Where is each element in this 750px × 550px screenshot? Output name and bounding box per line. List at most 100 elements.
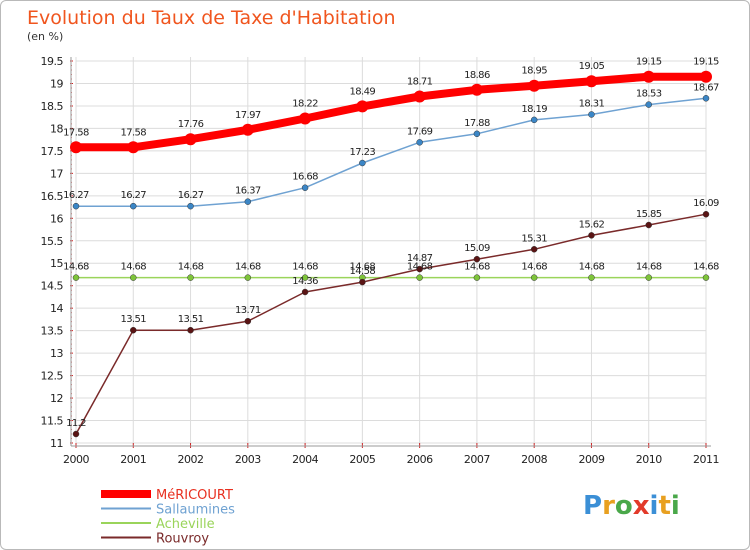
data-label: 16.68 xyxy=(292,172,318,183)
legend-label: Acheville xyxy=(156,517,215,532)
data-point xyxy=(416,274,423,281)
data-label: 16.37 xyxy=(235,186,261,197)
data-label: 15.85 xyxy=(636,209,662,220)
chart-unit-label: (en %) xyxy=(27,30,64,43)
proxiti-logo: Proxiti xyxy=(583,491,680,521)
data-label: 19.15 xyxy=(636,57,662,68)
data-label: 17.69 xyxy=(407,126,433,137)
data-label: 15.31 xyxy=(521,233,547,244)
data-point xyxy=(473,255,481,263)
data-point xyxy=(359,278,366,286)
data-label: 13.71 xyxy=(235,305,261,316)
y-tick-label: 12 xyxy=(50,392,63,405)
x-tick-label: 2001 xyxy=(120,453,146,466)
data-point xyxy=(528,79,541,92)
y-tick-label: 19 xyxy=(50,77,63,90)
data-point xyxy=(356,100,369,113)
data-label: 17.58 xyxy=(120,127,146,138)
x-tick-label: 2007 xyxy=(464,453,490,466)
data-label: 16.27 xyxy=(178,190,204,201)
y-tick-label: 17.5 xyxy=(41,145,64,158)
y-tick-label: 15 xyxy=(50,257,63,270)
data-point xyxy=(702,274,710,281)
y-tick-label: 17 xyxy=(50,167,63,180)
legend-label: MéRICOURT xyxy=(156,488,233,503)
data-label: 14.68 xyxy=(350,262,376,273)
data-point xyxy=(588,274,595,281)
data-point xyxy=(416,139,423,146)
data-point xyxy=(127,141,140,154)
data-point xyxy=(645,274,652,281)
data-point xyxy=(72,274,80,281)
data-point xyxy=(187,326,194,334)
data-point xyxy=(301,274,309,281)
data-point xyxy=(359,159,366,167)
data-label: 15.62 xyxy=(579,219,605,230)
y-tick-label: 15.5 xyxy=(41,235,64,248)
data-label: 11.2 xyxy=(66,418,86,429)
logo-letter: i xyxy=(670,491,680,521)
data-point xyxy=(72,430,80,438)
data-point xyxy=(416,265,423,273)
data-label: 17.97 xyxy=(235,110,261,121)
data-label: 14.68 xyxy=(636,262,662,273)
data-label: 19.05 xyxy=(579,61,605,72)
data-point xyxy=(588,111,595,118)
data-label: 17.76 xyxy=(178,119,204,130)
logo-letter: P xyxy=(583,491,603,521)
data-label: 18.67 xyxy=(693,82,719,93)
data-point xyxy=(645,221,652,229)
data-point xyxy=(72,202,80,210)
x-tick-label: 2011 xyxy=(693,453,719,466)
data-label: 18.31 xyxy=(579,98,605,109)
data-label: 14.68 xyxy=(579,262,605,273)
plot-area xyxy=(76,57,706,443)
data-point xyxy=(184,133,197,146)
data-label: 14.68 xyxy=(407,262,433,273)
data-label: 14.68 xyxy=(693,262,719,273)
x-tick-label: 2009 xyxy=(578,453,604,466)
data-label: 18.22 xyxy=(292,99,318,110)
y-tick-label: 18 xyxy=(50,122,63,135)
data-label: 14.68 xyxy=(235,262,261,273)
x-tick-label: 2006 xyxy=(407,453,433,466)
legend-label: Sallaumines xyxy=(156,503,235,518)
x-tick-label: 2002 xyxy=(178,453,204,466)
y-tick-label: 14 xyxy=(50,302,63,315)
data-point xyxy=(702,210,710,218)
logo-letter: i xyxy=(649,491,659,521)
data-point xyxy=(187,202,194,210)
data-point xyxy=(702,95,710,102)
data-label: 14.68 xyxy=(63,262,89,273)
data-label: 14.68 xyxy=(178,262,204,273)
data-label: 13.51 xyxy=(120,314,146,325)
y-tick-label: 11.5 xyxy=(41,415,64,428)
logo-letter: o xyxy=(614,491,633,521)
data-label: 18.53 xyxy=(636,89,662,100)
data-point xyxy=(700,70,712,83)
data-label: 14.36 xyxy=(292,276,318,287)
data-label: 18.95 xyxy=(521,66,547,77)
data-point xyxy=(473,274,481,281)
logo-letter: r xyxy=(602,491,615,521)
data-label: 18.86 xyxy=(464,70,490,81)
data-point xyxy=(530,116,538,124)
data-label: 13.51 xyxy=(178,314,204,325)
data-point xyxy=(130,202,137,210)
data-point xyxy=(244,317,252,325)
series-line-rouvroy xyxy=(75,213,707,435)
data-point xyxy=(301,288,309,296)
data-point xyxy=(299,112,312,125)
y-tick-label: 19.5 xyxy=(41,55,64,68)
data-point xyxy=(130,326,137,334)
data-point xyxy=(130,274,137,281)
data-label: 18.49 xyxy=(350,86,376,97)
data-point xyxy=(585,75,598,88)
data-label: 16.27 xyxy=(63,190,89,201)
y-tick-label: 14.5 xyxy=(41,280,64,293)
y-tick-label: 11 xyxy=(50,437,63,450)
x-tick-label: 2000 xyxy=(63,453,89,466)
y-tick-label: 13.5 xyxy=(41,325,64,338)
